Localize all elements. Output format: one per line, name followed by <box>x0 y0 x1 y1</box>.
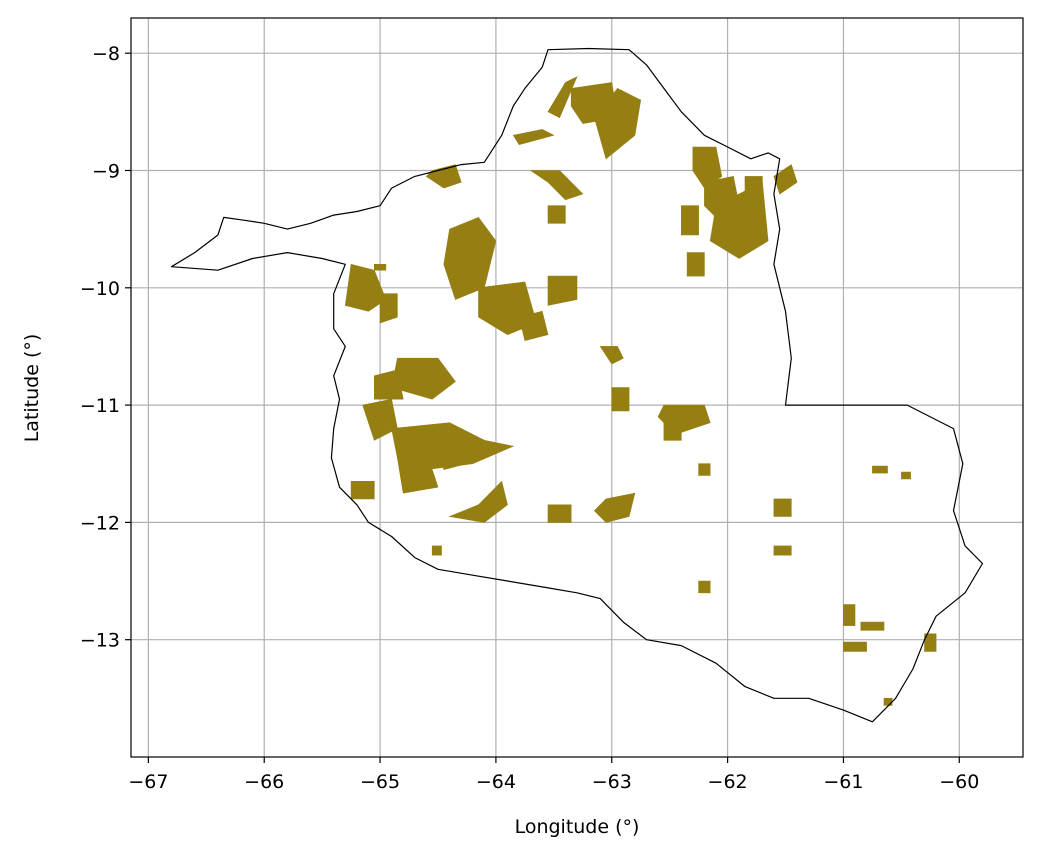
x-tick-label: −65 <box>360 771 400 793</box>
x-axis-label: Longitude (°) <box>515 816 640 838</box>
protected-area-polygon <box>599 346 624 365</box>
y-axis-label: Latitude (°) <box>21 334 43 443</box>
protected-area-polygon <box>547 76 578 119</box>
y-tick-label: −10 <box>80 278 120 300</box>
protected-area-polygon <box>437 428 468 470</box>
protected-area-polygon <box>529 170 584 201</box>
protected-areas <box>344 76 937 706</box>
x-tick-label: −62 <box>708 771 748 793</box>
protected-area-polygon <box>686 252 705 277</box>
protected-area-polygon <box>448 480 508 523</box>
x-tick-label: −63 <box>592 771 632 793</box>
protected-area-polygon <box>512 129 555 146</box>
protected-area-polygon <box>872 465 888 474</box>
protected-area-polygon <box>680 205 699 236</box>
protected-area-polygon <box>425 164 462 189</box>
protected-area-polygon <box>518 310 549 341</box>
y-tick-label: −11 <box>80 395 120 417</box>
protected-area-polygon <box>698 463 711 476</box>
state-boundary <box>170 47 984 723</box>
protected-area-polygon <box>397 457 439 494</box>
protected-area-polygon <box>431 545 442 556</box>
x-tick-label: −66 <box>244 771 284 793</box>
protected-area-polygon <box>611 387 630 412</box>
x-tick-label: −64 <box>476 771 516 793</box>
protected-area-polygon <box>773 545 792 556</box>
plot-frame <box>130 17 1024 758</box>
protected-area-polygon <box>924 633 937 652</box>
protected-area-polygon <box>373 263 387 271</box>
protected-area-polygon <box>547 504 572 523</box>
protected-area-polygon <box>373 369 404 400</box>
y-axis-ticks: −8 −9 −10 −11 −12 −13 <box>80 43 131 652</box>
protected-area-polygon <box>843 604 856 626</box>
protected-area-polygon <box>843 641 867 652</box>
protected-area-polygon <box>570 82 618 124</box>
y-tick-label: −12 <box>80 512 120 534</box>
x-tick-label: −61 <box>823 771 863 793</box>
protected-area-polygon <box>379 293 398 324</box>
protected-area-polygon <box>860 621 885 631</box>
y-tick-label: −13 <box>80 630 120 652</box>
protected-area-polygon <box>883 697 893 706</box>
protected-area-polygon <box>593 492 636 523</box>
protected-area-polygon <box>744 176 763 201</box>
protected-area-polygon <box>663 422 682 441</box>
protected-area-polygon <box>547 205 566 224</box>
protected-area-polygon <box>350 480 375 500</box>
protected-area-polygon <box>901 471 911 480</box>
protected-area-polygon <box>344 263 387 312</box>
x-axis-ticks: −67 −66 −65 −64 −63 −62 −61 −60 <box>128 757 979 793</box>
protected-area-polygon <box>547 275 578 306</box>
state-outline <box>170 47 984 723</box>
y-tick-label: −8 <box>92 43 120 65</box>
y-tick-label: −9 <box>92 160 120 182</box>
protected-area-polygon <box>698 580 711 594</box>
protected-area-polygon <box>773 164 798 195</box>
x-tick-label: −67 <box>128 771 168 793</box>
x-tick-label: −60 <box>939 771 979 793</box>
protected-area-polygon <box>773 498 792 517</box>
